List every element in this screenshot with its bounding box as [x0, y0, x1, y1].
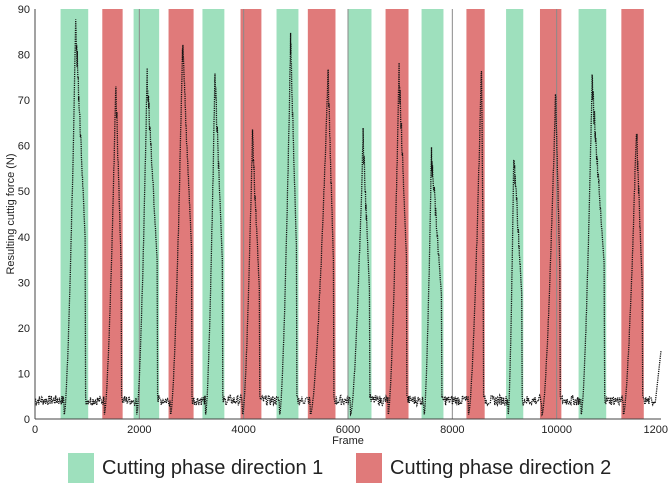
y-tick-label: 40 — [18, 232, 30, 244]
legend: Cutting phase direction 1 Cutting phase … — [0, 452, 668, 484]
y-tick-label: 10 — [18, 368, 30, 380]
phase-band-direction-1 — [506, 9, 524, 419]
tick-labels: 0 10 20 30 40 50 60 70 80 90 0 2000 4000 6000 8000 1000… — [18, 4, 668, 436]
x-tick-label: 8000 — [440, 424, 464, 436]
y-tick-label: 60 — [18, 141, 30, 153]
phase-band-direction-1 — [347, 9, 372, 419]
x-axis-title: Frame — [332, 435, 364, 447]
axes — [34, 9, 661, 420]
y-tick-label: 80 — [18, 50, 30, 62]
phase-band-direction-2 — [621, 9, 644, 419]
y-tick-label: 30 — [18, 277, 30, 289]
x-tick-label: 4000 — [231, 424, 255, 436]
phase-band-direction-2 — [539, 9, 562, 419]
phase-band-direction-1 — [276, 9, 299, 419]
x-tick-label: 1200 — [644, 424, 668, 436]
phase-band-direction-1 — [60, 9, 89, 419]
y-tick-label: 0 — [24, 414, 30, 426]
legend-label-direction-2: Cutting phase direction 2 — [390, 456, 612, 479]
grid — [138, 9, 558, 419]
x-tick-label: 6000 — [336, 424, 360, 436]
legend-label-direction-1: Cutting phase direction 1 — [102, 456, 324, 479]
y-tick-label: 50 — [18, 186, 30, 198]
phase-band-direction-1 — [578, 9, 607, 419]
y-axis-title: Resulting cuttig force (N) — [5, 153, 17, 274]
y-tick-label: 70 — [18, 95, 30, 107]
x-tick-label: 10000 — [541, 424, 572, 436]
phase-band-direction-2 — [385, 9, 409, 419]
phase-band-direction-2 — [466, 9, 485, 419]
y-tick-label: 20 — [18, 323, 30, 335]
chart: 0 10 20 30 40 50 60 70 80 90 0 2000 4000 6000 8000 1000… — [5, 4, 668, 447]
x-tick-label: 0 — [32, 424, 38, 436]
x-tick-label: 2000 — [127, 424, 151, 436]
phase-band-direction-1 — [133, 9, 160, 419]
legend-item-direction-1: Cutting phase direction 1 — [68, 452, 323, 484]
phase-band-direction-2 — [307, 9, 336, 419]
force-trace — [34, 19, 662, 417]
phase-band-direction-1 — [202, 9, 225, 419]
legend-item-direction-2: Cutting phase direction 2 — [356, 452, 611, 484]
force-series — [34, 19, 662, 417]
y-tick-label: 90 — [18, 4, 30, 16]
legend-swatch-direction-2 — [356, 453, 382, 483]
legend-swatch-direction-1 — [68, 453, 94, 483]
phase-band-direction-1 — [421, 9, 444, 419]
